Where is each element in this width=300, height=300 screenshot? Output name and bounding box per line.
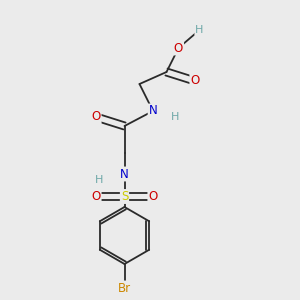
Text: O: O <box>92 110 100 124</box>
Text: O: O <box>92 190 100 203</box>
Text: S: S <box>121 190 128 203</box>
Text: O: O <box>148 190 158 203</box>
Text: H: H <box>195 25 204 35</box>
Text: O: O <box>190 74 200 88</box>
Text: H: H <box>171 112 180 122</box>
Text: N: N <box>120 167 129 181</box>
Text: N: N <box>148 104 158 118</box>
Text: H: H <box>95 175 103 185</box>
Text: Br: Br <box>118 281 131 295</box>
Text: O: O <box>174 41 183 55</box>
